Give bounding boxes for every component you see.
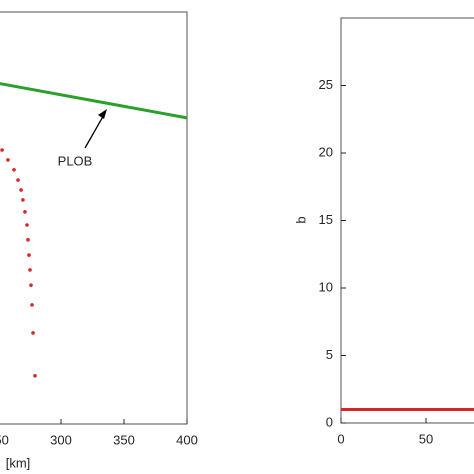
point: [6, 158, 10, 162]
annotation-arrow: [84, 112, 106, 149]
plot-area: [340, 17, 474, 424]
y-tick-label: 20: [319, 144, 333, 159]
x-tick-label: 250: [0, 432, 9, 447]
point: [21, 198, 25, 202]
point: [23, 210, 27, 214]
x-tick-label: 350: [113, 432, 135, 447]
arrow-head: [98, 109, 107, 119]
plot-area: [0, 11, 188, 425]
x-tick-label: 300: [50, 432, 72, 447]
x-axis-label: [km]: [6, 455, 31, 470]
point: [25, 223, 29, 227]
y-tick-label: 0: [326, 414, 333, 429]
point: [26, 238, 30, 242]
point: [19, 188, 23, 192]
point: [33, 373, 37, 378]
point: [27, 253, 31, 257]
series-line: [0, 82, 188, 120]
y-tick-label: 15: [319, 212, 333, 227]
point: [30, 303, 34, 307]
y-tick-label: 25: [319, 77, 333, 92]
point: [28, 268, 32, 272]
y-axis-label: b: [293, 216, 308, 223]
point: [16, 178, 20, 182]
point: [29, 283, 33, 287]
point: [12, 167, 16, 172]
x-tick-label: 400: [176, 432, 198, 447]
point: [0, 148, 4, 152]
x-tick-label: 0: [337, 431, 344, 446]
y-tick-label: 5: [326, 347, 333, 362]
x-tick-label: 50: [419, 431, 433, 446]
y-tick-label: 10: [319, 279, 333, 294]
point: [31, 331, 35, 335]
annotation: PLOB: [58, 153, 93, 168]
